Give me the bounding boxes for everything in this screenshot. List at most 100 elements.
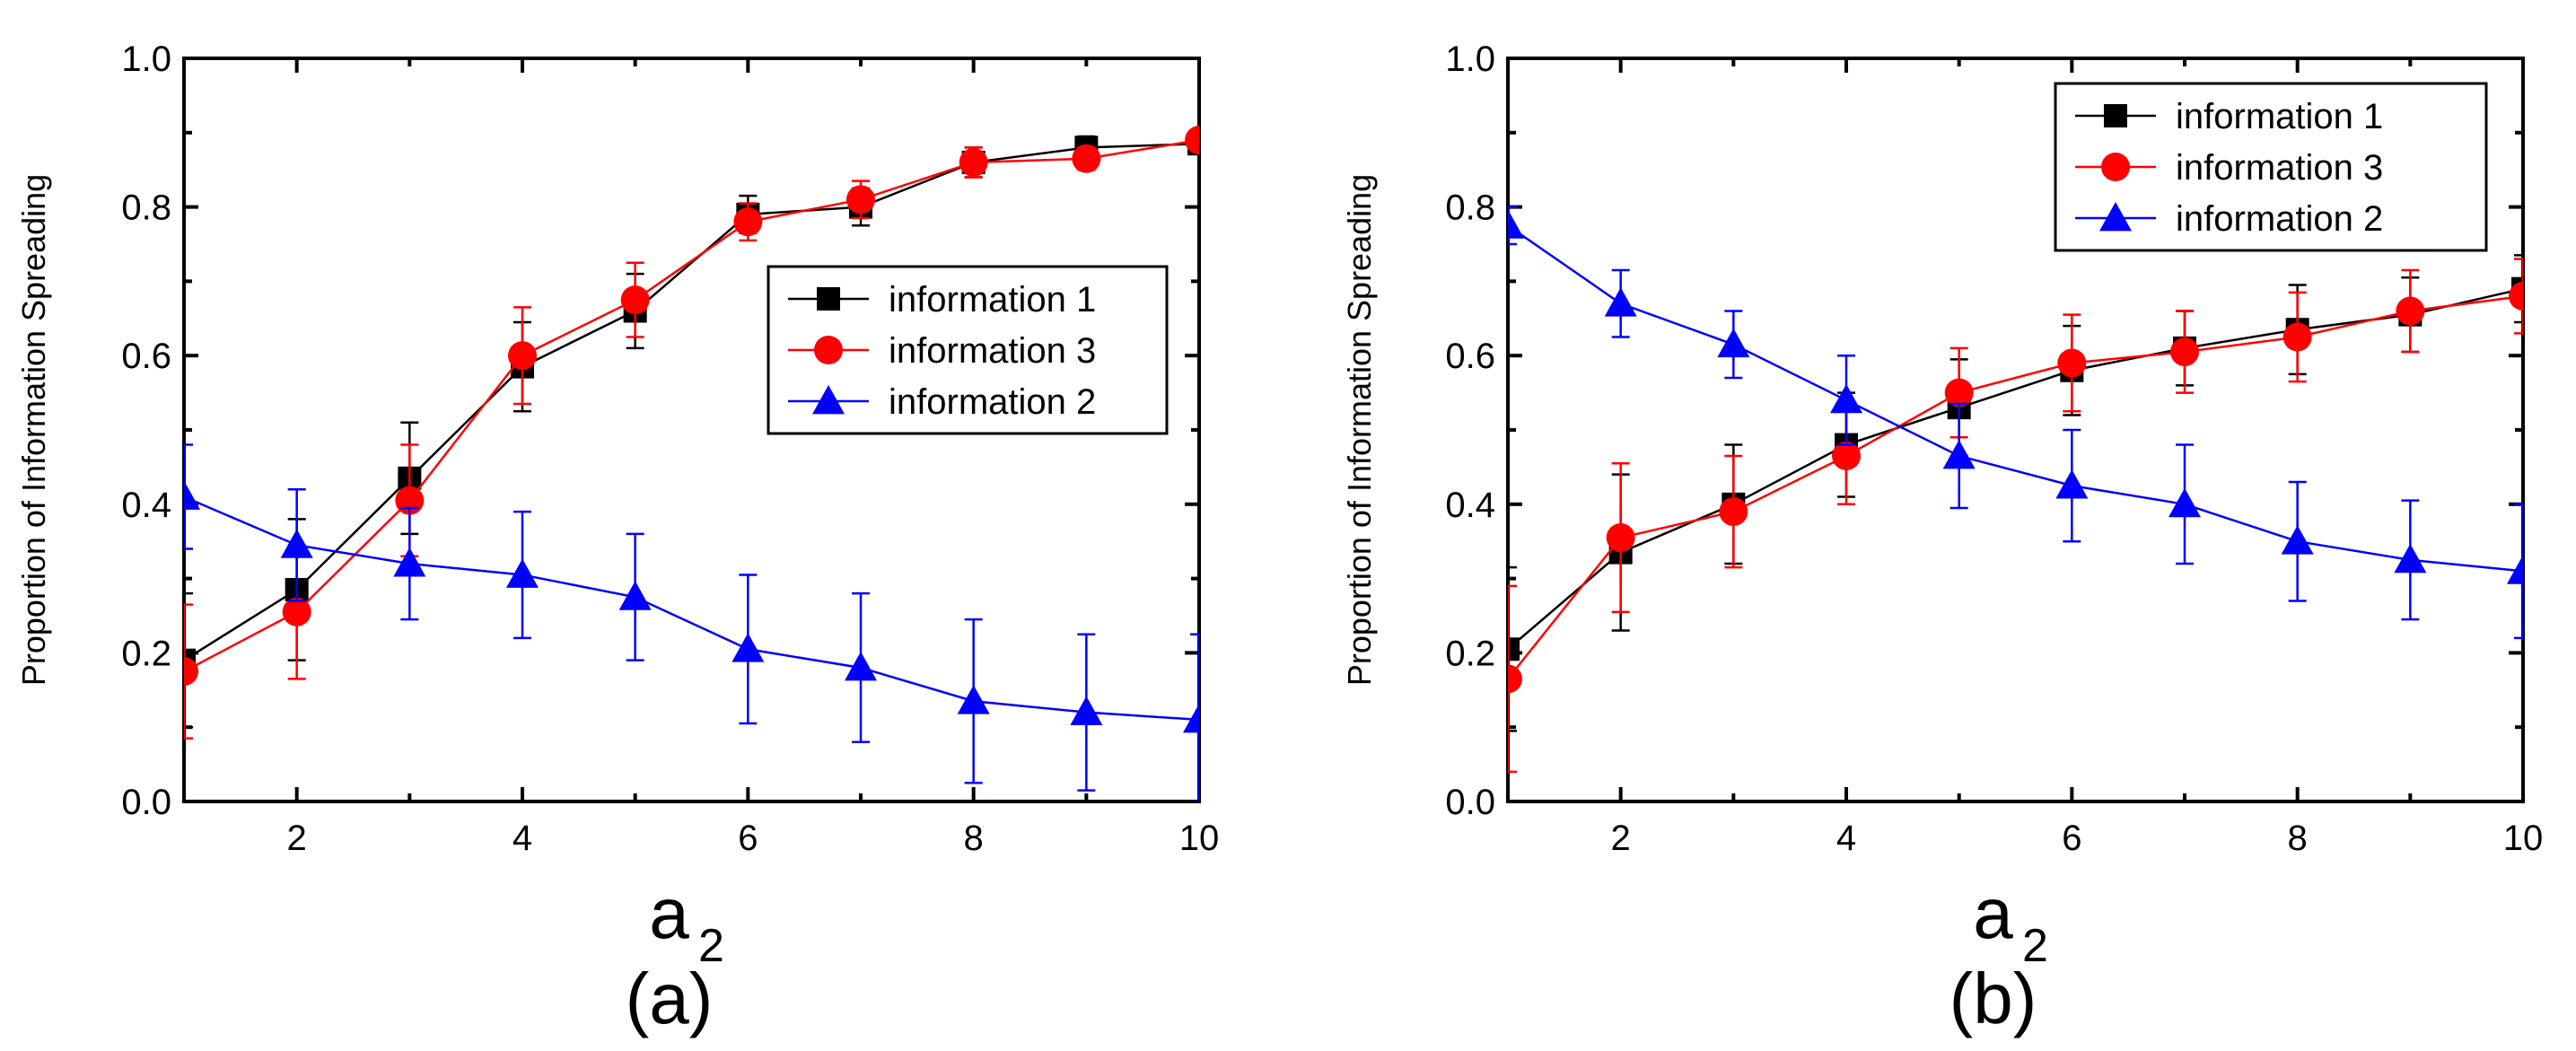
y-tick-label: 0.8: [1445, 188, 1495, 228]
data-point: [2281, 525, 2314, 555]
data-point: [280, 529, 313, 558]
data-point: [2394, 543, 2427, 574]
y-tick-label: 1.0: [1445, 39, 1495, 79]
data-point: [184, 480, 200, 510]
data-point: [846, 185, 875, 215]
x-tick-label: 4: [513, 819, 532, 858]
x-tick-label: 6: [738, 819, 758, 858]
data-point: [506, 558, 539, 588]
data-point: [1508, 209, 1524, 239]
legend-marker: [2104, 104, 2127, 127]
data-point: [2507, 555, 2523, 584]
x-tick-label: 2: [1611, 819, 1631, 858]
x-axis-label: a: [1973, 873, 2013, 953]
data-point: [2396, 296, 2425, 326]
data-point: [1719, 497, 1748, 527]
data-point: [732, 633, 765, 662]
data-point: [1606, 523, 1635, 553]
series-line: [1508, 294, 2523, 680]
x-tick-label: 10: [2503, 819, 2544, 858]
data-point: [1508, 664, 1522, 694]
data-point: [620, 285, 650, 315]
data-point: [1604, 287, 1637, 317]
data-point: [2509, 281, 2523, 311]
data-point: [1830, 383, 1862, 414]
series-line: [184, 142, 1199, 661]
legend-label: information 3: [889, 331, 1096, 371]
x-axis-label: a: [649, 873, 689, 953]
y-tick-label: 0.4: [121, 486, 171, 525]
data-point: [959, 147, 988, 177]
y-axis-label: Proportion of Information Spreading: [1341, 174, 1378, 686]
data-point: [1508, 637, 1520, 661]
data-point: [2282, 322, 2312, 352]
legend-label: information 2: [2176, 199, 2383, 239]
legend: information 1 information 3 information 2: [2054, 82, 2488, 252]
data-point: [508, 341, 537, 371]
data-point: [184, 657, 198, 687]
x-tick-label: 4: [1836, 819, 1856, 858]
x-tick-label: 6: [2062, 819, 2081, 858]
x-tick-label: 10: [1179, 819, 1220, 858]
legend-marker: [814, 336, 843, 364]
y-tick-label: 1.0: [121, 39, 171, 79]
data-point: [2055, 469, 2089, 499]
series-line: [1508, 287, 2523, 651]
legend-marker: [2101, 153, 2130, 181]
data-point: [1832, 441, 1861, 470]
x-tick-label: 2: [287, 819, 307, 858]
legend-label: information 3: [2176, 148, 2383, 188]
series-information-3: [184, 126, 1199, 740]
data-point: [2057, 348, 2087, 378]
series-information-2: [184, 443, 1199, 801]
y-tick-label: 0.4: [1445, 486, 1495, 525]
y-tick-label: 0.0: [1445, 783, 1495, 822]
data-point: [1070, 696, 1103, 726]
data-point: [1942, 439, 1976, 469]
x-axis-label-subscript: 2: [2022, 920, 2048, 972]
x-tick-label: 8: [964, 819, 984, 858]
panel-label: (b): [1950, 959, 2037, 1038]
data-point: [1717, 328, 1750, 358]
legend-label: information 1: [2176, 97, 2383, 136]
panel-a: 2 4 6 8 10 0.0 0.2 0.4 0.6 0.8 1.0 Proportion of In…: [15, 39, 1219, 1038]
series-information-1: [1508, 254, 2523, 732]
data-point: [2169, 487, 2201, 518]
data-point: [957, 685, 990, 714]
plot-area: [1508, 206, 2523, 774]
y-tick-label: 0.2: [1445, 634, 1495, 673]
data-point: [618, 581, 652, 610]
series-information-2: [1508, 206, 2523, 640]
legend-label: information 1: [889, 280, 1096, 320]
series-line: [184, 138, 1199, 673]
y-tick-label: 0.6: [121, 337, 171, 376]
y-axis-label: Proportion of Information Spreading: [15, 174, 52, 686]
data-point: [282, 597, 311, 626]
x-axis-label-subscript: 2: [698, 920, 724, 972]
series-line: [184, 495, 1199, 722]
legend-marker: [812, 385, 845, 415]
series-information-3: [1508, 258, 2523, 774]
data-point: [733, 207, 763, 237]
y-tick-label: 0.0: [121, 783, 171, 822]
data-point: [1183, 703, 1199, 733]
y-tick-label: 0.8: [121, 188, 171, 228]
data-point: [1072, 144, 1101, 173]
plot-area: [184, 126, 1199, 801]
y-tick-label: 0.2: [121, 634, 171, 673]
data-point: [2170, 337, 2199, 367]
panel-b: 2 4 6 8 10 0.0 0.2 0.4 0.6 0.8 1.0 Proportion of In…: [1341, 39, 2543, 1038]
data-point: [845, 651, 877, 681]
legend-label: information 2: [889, 382, 1096, 422]
data-point: [393, 547, 426, 577]
x-tick-label: 8: [2288, 819, 2308, 858]
data-point: [1944, 378, 1974, 407]
legend-marker: [2099, 202, 2132, 232]
data-point: [1185, 126, 1199, 155]
panel-label: (a): [626, 959, 714, 1038]
y-tick-label: 0.6: [1445, 337, 1495, 376]
legend-marker: [817, 287, 840, 311]
legend: information 1 information 3 information 2: [767, 265, 1169, 435]
series-line: [1508, 224, 2523, 573]
